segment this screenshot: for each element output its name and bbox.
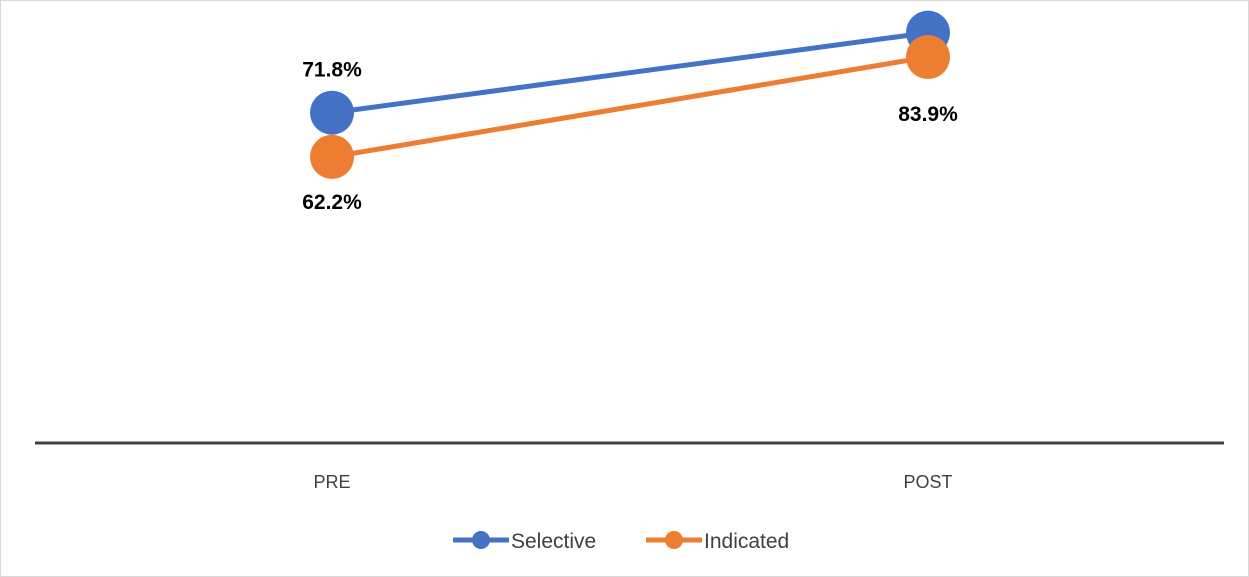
data-label-indicated-post: 83.9% bbox=[898, 103, 958, 126]
legend-marker-indicated bbox=[665, 531, 683, 549]
legend-marker-selective bbox=[472, 531, 490, 549]
legend: Selective Indicated bbox=[453, 530, 789, 553]
legend-label-selective: Selective bbox=[511, 530, 596, 553]
data-label-indicated-pre: 62.2% bbox=[302, 191, 362, 214]
data-point-indicated-post bbox=[906, 35, 950, 80]
data-label-selective-pre: 71.8% bbox=[302, 59, 362, 82]
x-tick-label-pre: PRE bbox=[313, 472, 350, 492]
series-line-indicated bbox=[331, 54, 929, 160]
data-point-selective-pre bbox=[310, 90, 354, 135]
data-point-indicated-pre bbox=[310, 134, 354, 179]
series-layer: 71.8%89.2%62.2%83.9% bbox=[302, 10, 958, 214]
x-tick-labels: PRE POST bbox=[313, 472, 952, 492]
legend-label-indicated: Indicated bbox=[704, 530, 789, 553]
x-tick-label-post: POST bbox=[903, 472, 952, 492]
series-line-selective bbox=[331, 30, 929, 116]
